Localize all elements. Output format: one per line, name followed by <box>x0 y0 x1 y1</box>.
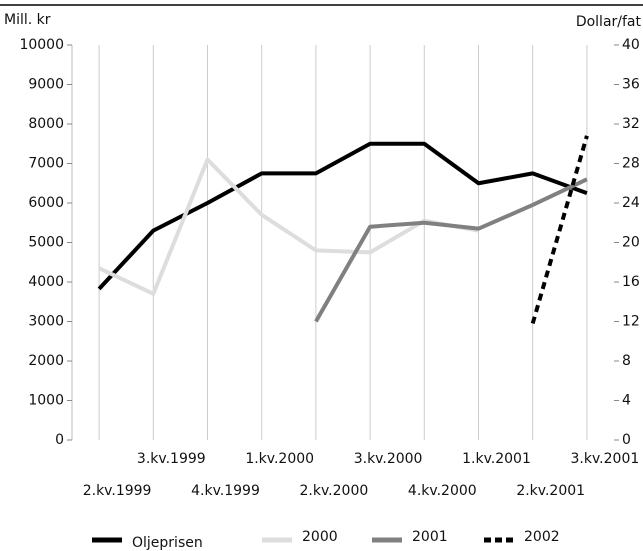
y2-tick-label: 28 <box>622 156 640 172</box>
series-line <box>97 141 588 291</box>
y2-tick-label: 8 <box>622 353 631 369</box>
x-tick-label: 1.kv.2001 <box>462 451 531 467</box>
y-tick-label: 9000 <box>28 77 64 93</box>
x-tick-label: 2.kv.2001 <box>516 483 585 499</box>
x-tick-label: 2.kv.2000 <box>300 483 369 499</box>
legend-label: 2002 <box>524 529 560 545</box>
y2-tick-label: 36 <box>622 77 640 93</box>
y2-tick-label: 4 <box>622 393 631 409</box>
y-tick-label: 10000 <box>19 37 64 53</box>
y2-tick-label: 12 <box>622 314 640 330</box>
x-tick-label: 4.kv.2000 <box>408 483 477 499</box>
y-tick-label: 4000 <box>28 274 64 290</box>
x-tick-label: 3.kv.2000 <box>354 451 423 467</box>
x-tick-label: 4.kv.1999 <box>191 483 260 499</box>
series-line <box>530 135 589 325</box>
series-line <box>98 157 479 296</box>
legend-label: 2001 <box>412 529 448 545</box>
y2-tick-label: 0 <box>622 432 631 448</box>
legend-label: Oljeprisen <box>132 535 203 551</box>
y2-tick-label: 24 <box>622 195 640 211</box>
y2-tick-label: 20 <box>622 235 640 251</box>
y-tick-label: 0 <box>55 432 64 448</box>
y2-tick-label: 32 <box>622 116 640 132</box>
x-tick-label: 3.kv.2001 <box>571 451 640 467</box>
y-axis-title: Mill. kr <box>4 12 51 28</box>
legend-label: 2000 <box>302 529 338 545</box>
y-tick-label: 2000 <box>28 353 64 369</box>
y-tick-label: 5000 <box>28 235 64 251</box>
y2-tick-label: 40 <box>622 37 640 53</box>
y-tick-label: 3000 <box>28 314 64 330</box>
x-tick-label: 2.kv.1999 <box>83 483 152 499</box>
y-tick-label: 6000 <box>28 195 64 211</box>
series-line <box>314 177 588 323</box>
x-tick-label: 1.kv.2000 <box>245 451 314 467</box>
y2-axis-title: Dollar/fat <box>576 14 642 30</box>
x-tick-label: 3.kv.1999 <box>137 451 206 467</box>
y2-tick-label: 16 <box>622 274 640 290</box>
y-tick-label: 7000 <box>28 156 64 172</box>
y-tick-label: 1000 <box>28 393 64 409</box>
y-tick-label: 8000 <box>28 116 64 132</box>
